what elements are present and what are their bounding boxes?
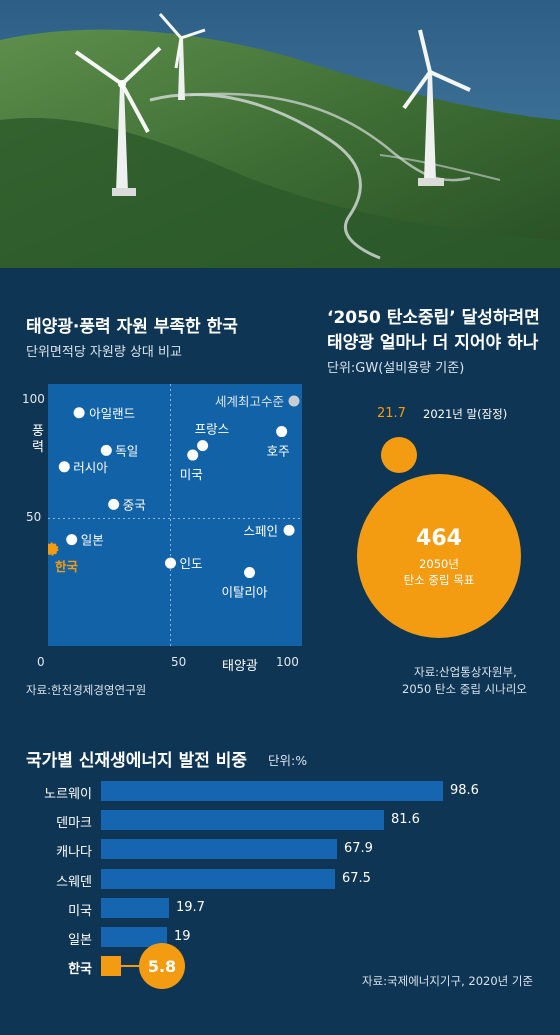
share-unit: 단위:% — [268, 753, 308, 768]
bar-value-한국: 5.8 — [139, 943, 185, 990]
x-tick-50: 50 — [171, 655, 187, 669]
bar-label-일본: 일본 — [68, 933, 92, 948]
y-tick-100: 100 — [22, 392, 45, 406]
bar-label-캐나다: 캐나다 — [56, 845, 92, 861]
bar-value-스웨덴: 67.5 — [342, 870, 371, 886]
goal-capacity-label-line2: 탄소 중립 목표 — [403, 573, 475, 587]
target-title-line2: 태양광 얼마나 더 지어야 하나 — [327, 333, 539, 353]
bar-value-노르웨이: 98.6 — [450, 783, 479, 798]
target-title-line1: ‘2050 탄소중립’ 달성하려면 — [327, 308, 540, 328]
scatter-title: 태양광·풍력 자원 부족한 한국 — [26, 317, 238, 337]
bar-label-덴마크: 덴마크 — [56, 816, 92, 832]
scatter-label-이탈리아: 이탈리아 — [222, 585, 269, 600]
bar-value-일본: 19 — [174, 929, 191, 944]
scatter-label-프랑스: 프랑스 — [195, 422, 230, 437]
scatter-point-한국 — [48, 542, 59, 556]
current-capacity-value: 21.7 — [377, 406, 406, 421]
scatter-point-스페인 — [283, 524, 295, 536]
scatter-label-독일: 독일 — [115, 443, 138, 458]
scatter-source: 자료:한전경제경영연구원 — [26, 683, 147, 697]
current-capacity-label: 2021년 말(잠정) — [423, 407, 508, 421]
scatter-label-아일랜드: 아일랜드 — [89, 406, 135, 421]
scatter-point-인도 — [165, 557, 176, 569]
bar-스웨덴 — [101, 868, 335, 889]
bar-노르웨이 — [101, 781, 443, 801]
bar-value-캐나다: 67.9 — [344, 841, 373, 857]
bar-label-한국: 한국 — [68, 962, 92, 978]
scatter-label-세계최고수준: 세계최고수준 — [215, 394, 284, 409]
goal-capacity-label-line1: 2050년 — [419, 557, 459, 571]
wind-turbine-icon — [74, 46, 162, 192]
goal-capacity-value: 464 — [416, 526, 462, 551]
scatter-label-러시아: 러시아 — [73, 460, 108, 475]
bar-label-미국: 미국 — [68, 903, 92, 919]
scatter-point-이탈리아 — [244, 567, 256, 579]
wind-turbine-icon — [402, 29, 471, 180]
bar-미국 — [101, 897, 169, 918]
scatter-label-인도: 인도 — [180, 556, 203, 571]
goal-capacity-bubble — [357, 474, 521, 638]
scatter-label-스페인: 스페인 — [244, 523, 279, 538]
bar-일본 — [101, 927, 167, 947]
scatter-point-일본 — [66, 534, 78, 546]
bar-value-미국: 19.7 — [176, 899, 205, 915]
y-axis-label: 풍력 — [32, 424, 44, 455]
bar-label-스웨덴: 스웨덴 — [56, 874, 92, 890]
scatter-subtitle: 단위면적당 자원량 상대 비교 — [26, 345, 182, 360]
scatter-label-한국: 한국 — [55, 559, 79, 574]
scatter-point-미국 — [187, 449, 199, 461]
y-tick-50: 50 — [26, 510, 42, 524]
bar-value-덴마크: 81.6 — [391, 812, 420, 828]
x-axis-label: 태양광 — [222, 659, 258, 674]
wind-farm-photo — [0, 0, 560, 268]
target-source-line2: 2050 탄소 중립 시나리오 — [402, 682, 527, 696]
bar-캐나다 — [101, 839, 337, 860]
x-tick-0: 0 — [37, 655, 45, 669]
scatter-point-아일랜드 — [73, 407, 85, 419]
scatter-label-호주: 호주 — [267, 444, 290, 459]
scatter-point-중국 — [108, 498, 120, 510]
x-tick-100: 100 — [276, 655, 299, 669]
bar-label-노르웨이: 노르웨이 — [44, 787, 92, 802]
scatter-point-러시아 — [58, 461, 70, 473]
scatter-label-일본: 일본 — [81, 533, 104, 548]
share-source: 자료:국제에너지기구, 2020년 기준 — [362, 974, 534, 988]
scatter-point-프랑스 — [197, 440, 209, 452]
bar-덴마크 — [101, 810, 384, 831]
target-source-line1: 자료:산업통상자원부, — [414, 665, 517, 679]
scatter-label-중국: 중국 — [123, 497, 146, 512]
wind-turbine-icon — [158, 13, 206, 100]
bar-한국 — [101, 956, 121, 977]
scatter-point-세계최고수준 — [288, 395, 300, 407]
scatter-point-호주 — [276, 426, 288, 438]
target-unit: 단위:GW(설비용량 기준) — [327, 361, 465, 376]
scatter-point-독일 — [100, 444, 112, 456]
share-title: 국가별 신재생에너지 발전 비중 — [26, 751, 248, 771]
scatter-label-미국: 미국 — [180, 467, 203, 482]
bar-leader-한국 — [121, 965, 141, 968]
current-capacity-bubble — [381, 437, 417, 473]
